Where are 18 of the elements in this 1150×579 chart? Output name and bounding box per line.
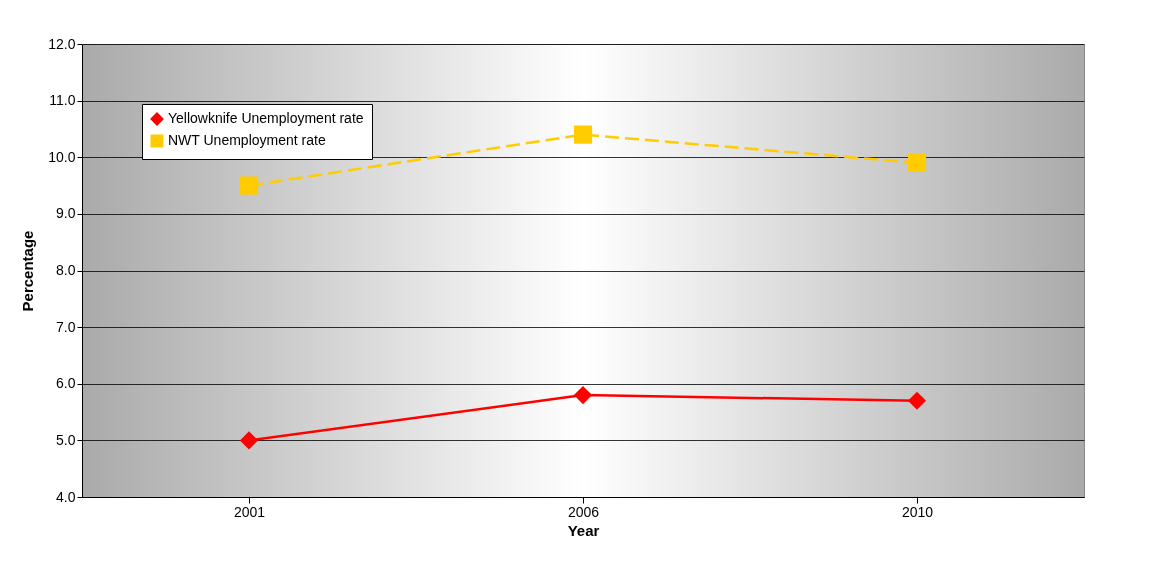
y-tick-label: 9.0 xyxy=(56,205,76,222)
x-tick-label: 2010 xyxy=(901,503,934,520)
y-tick-label: 12.0 xyxy=(48,35,76,52)
y-tick-label: 7.0 xyxy=(56,318,76,335)
x-tick-label: 2001 xyxy=(233,503,266,520)
legend-label: Yellowknife Unemployment rate xyxy=(168,110,364,126)
y-tick-label: 10.0 xyxy=(48,148,76,165)
y-axis-title: Percentage xyxy=(19,230,37,312)
x-axis-title: Year xyxy=(567,521,600,539)
y-tick-label: 6.0 xyxy=(56,375,76,392)
point xyxy=(907,153,927,172)
y-tick-label: 4.0 xyxy=(56,488,76,505)
x-tick-label: 2006 xyxy=(567,503,600,520)
y-tick-label: 5.0 xyxy=(56,431,76,448)
y-tick-label: 8.0 xyxy=(56,262,76,278)
point xyxy=(239,176,259,195)
y-tick-label: 11.0 xyxy=(49,92,76,109)
legend-label: NWT Unemployment rate xyxy=(168,132,326,148)
